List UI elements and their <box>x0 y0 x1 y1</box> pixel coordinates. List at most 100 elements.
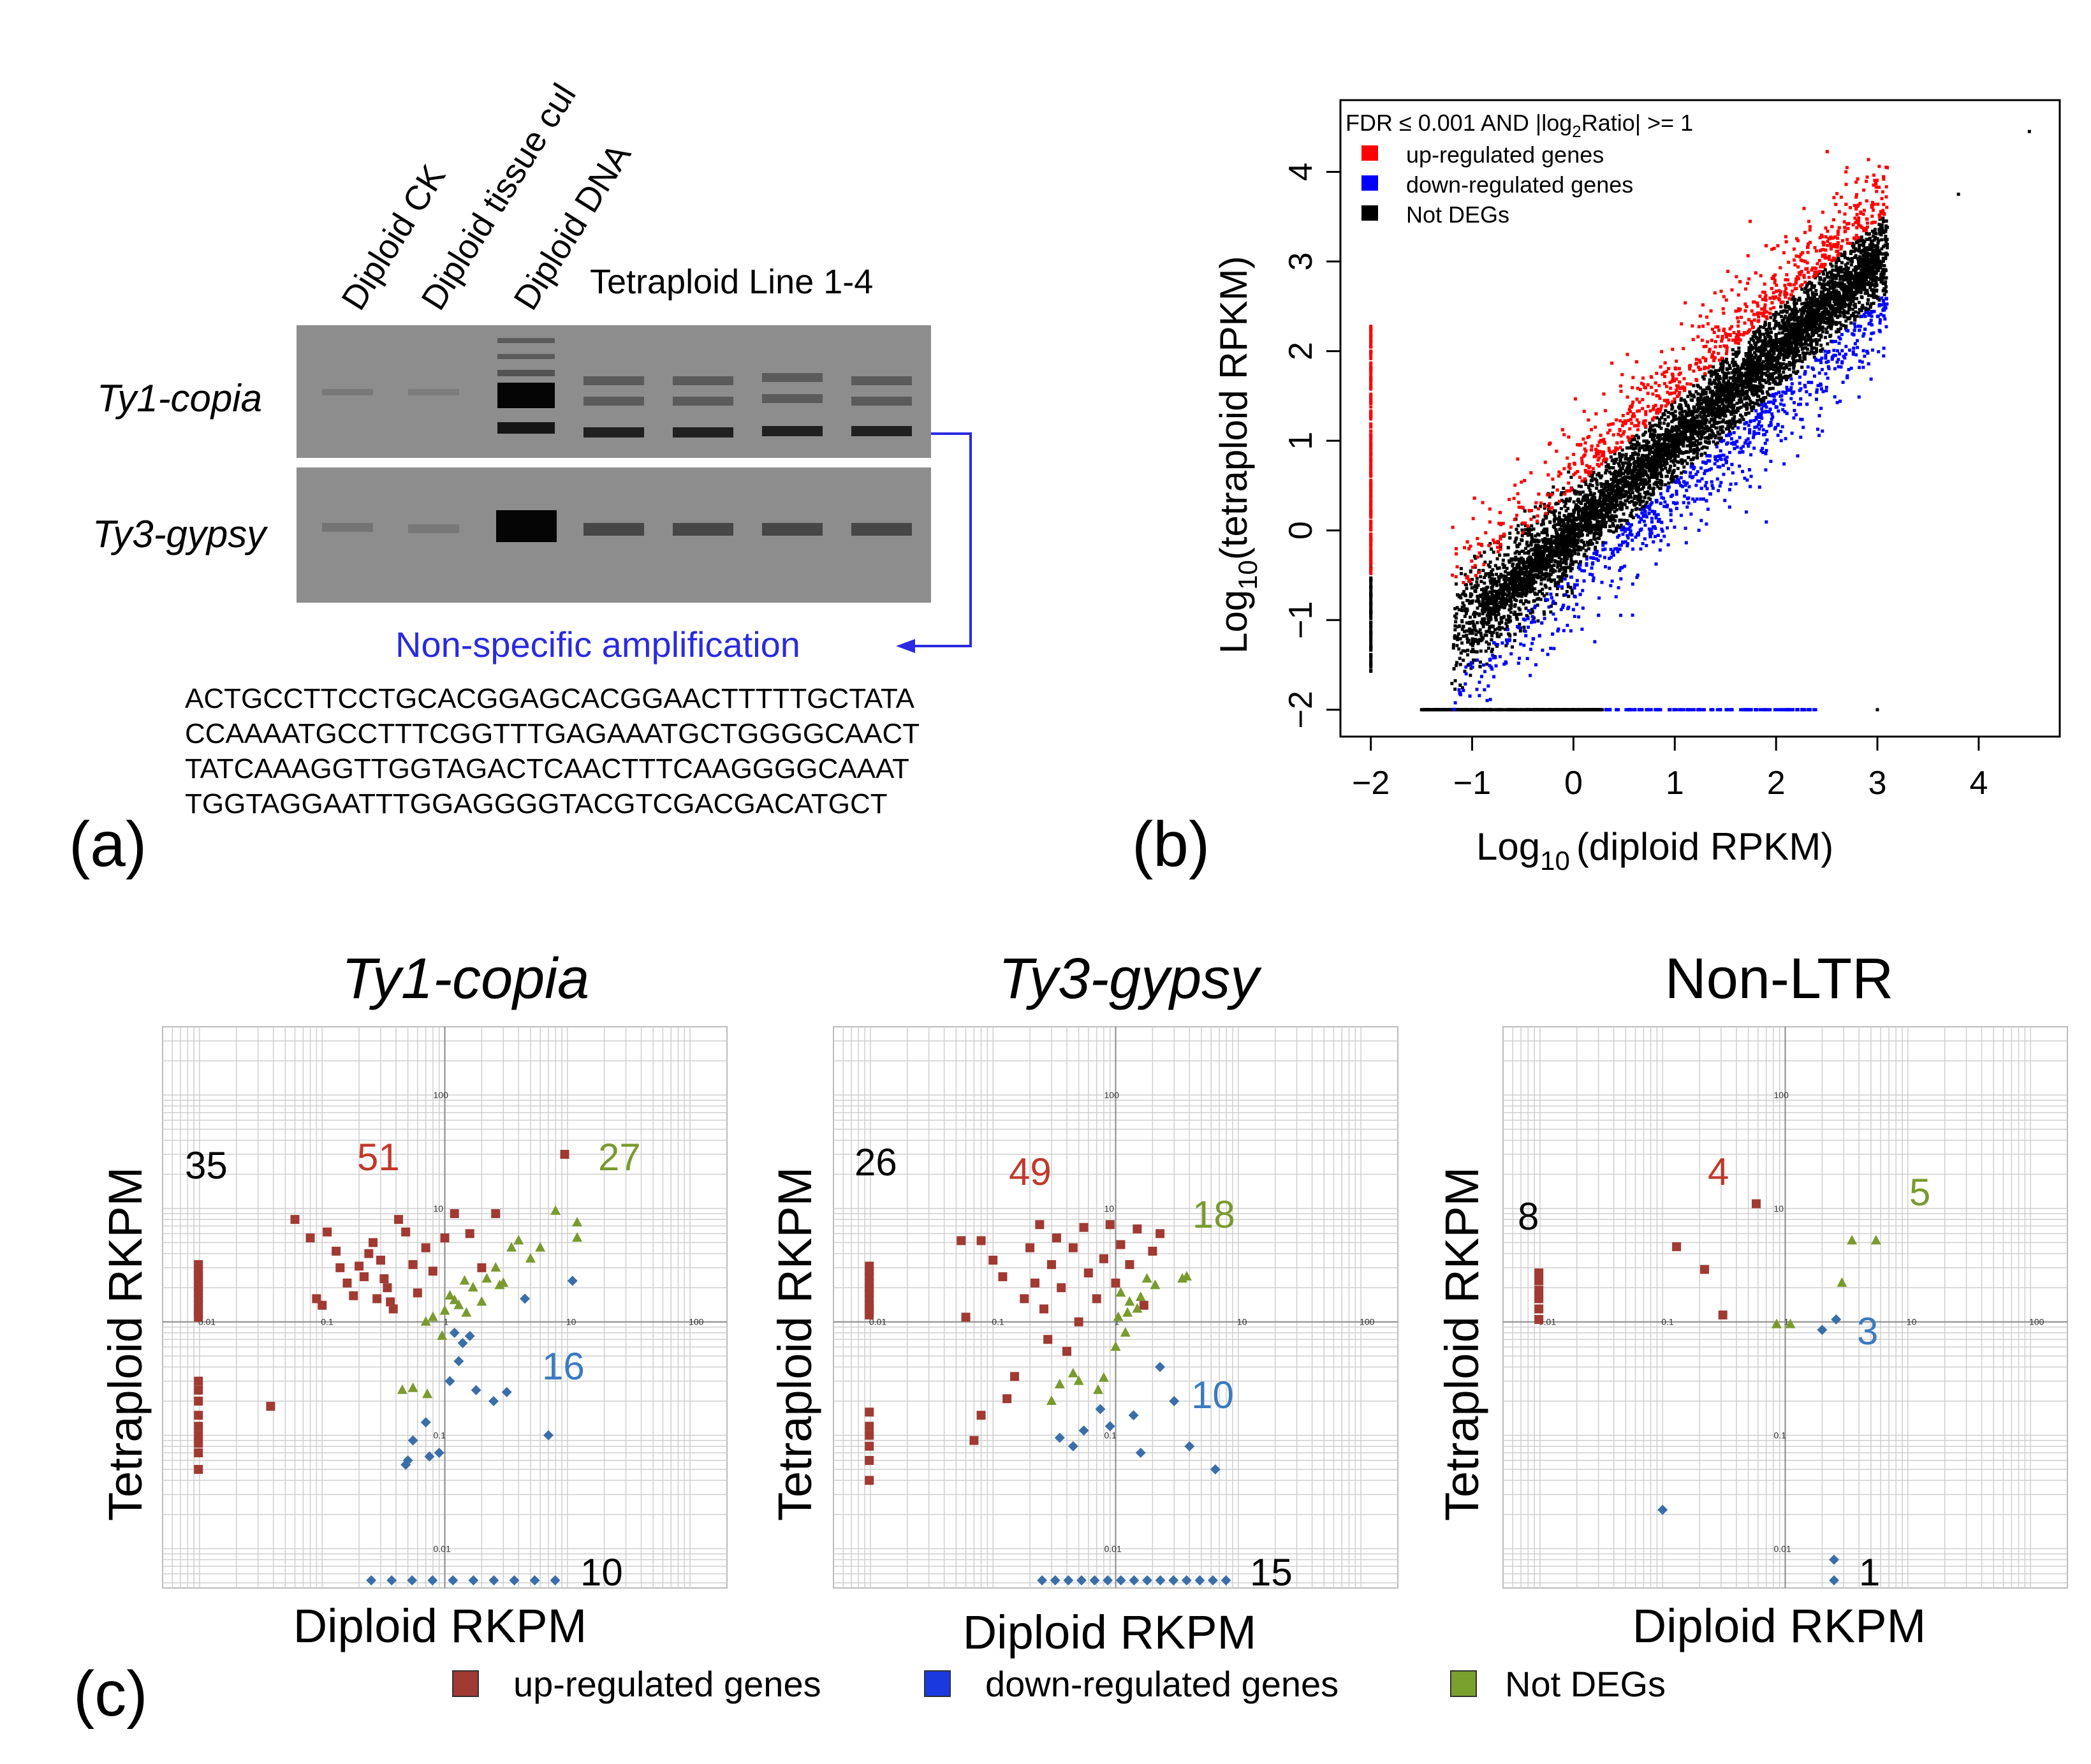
plot-b-point <box>1833 314 1837 318</box>
plot-b-point <box>1624 469 1627 473</box>
plot-b-point <box>1875 248 1879 252</box>
plot-b-point <box>1747 411 1751 415</box>
plot-b-point <box>1849 251 1853 255</box>
plot-b-point <box>1478 612 1481 616</box>
plot-b-point <box>1504 575 1508 578</box>
plot-b-point <box>1650 469 1654 473</box>
plot-b-point <box>1775 376 1779 380</box>
plot-b-point <box>1775 360 1779 364</box>
plot-b-point <box>1487 642 1491 646</box>
plot-b-point <box>1704 390 1708 394</box>
plot-b-point <box>1782 367 1786 371</box>
plot-b-point <box>1706 395 1710 399</box>
plot-b-point <box>1667 434 1671 438</box>
plot-b-point <box>1745 406 1749 410</box>
plot-b-point <box>1602 541 1606 545</box>
plot-b-point <box>1460 641 1464 645</box>
plot-b-point <box>1784 363 1788 367</box>
plot-b-point <box>1715 426 1719 430</box>
plot-b-point <box>1588 483 1592 487</box>
plot-b-point <box>1468 615 1472 619</box>
plot-b-point <box>1664 466 1668 470</box>
plot-b-point <box>1796 370 1800 374</box>
plot-b-point <box>1457 647 1461 651</box>
plot-b-point <box>1569 541 1573 545</box>
plot-b-point <box>1700 430 1704 434</box>
plot-b-point <box>1827 288 1831 291</box>
plot-b-point <box>1715 372 1719 376</box>
plot-b-point <box>1498 622 1502 626</box>
plot-b-point <box>1508 531 1512 535</box>
plot-b-point <box>1632 502 1636 506</box>
plot-b-point <box>1490 570 1493 573</box>
plot-b-point <box>1752 405 1756 409</box>
plot-b-point <box>1525 567 1529 571</box>
plot-b-point <box>1522 557 1525 561</box>
plot-b-point <box>1673 457 1677 461</box>
plot-b-point <box>1582 518 1586 522</box>
plot-b-point <box>1860 258 1864 261</box>
plot-b-point <box>1733 360 1737 364</box>
plot-b-point <box>1801 351 1805 355</box>
plot-b-point <box>1558 518 1562 522</box>
plot-b-point <box>1877 228 1881 232</box>
plot-b-point <box>1495 644 1499 648</box>
plot-b-point <box>1770 330 1773 334</box>
plot-b-point <box>1566 518 1570 522</box>
plot-b-point <box>1872 276 1875 279</box>
plot-b-point <box>1809 343 1813 347</box>
plot-b-point <box>1562 487 1566 490</box>
plot-b-point <box>1657 481 1661 485</box>
plot-b-point <box>1720 420 1724 423</box>
plot-b-point <box>1590 478 1594 482</box>
plot-b-point <box>1571 513 1575 517</box>
plot-b-point <box>1562 568 1566 571</box>
plot-b-point <box>1454 620 1458 624</box>
plot-b-point <box>1746 355 1750 359</box>
plot-b-point <box>1471 586 1474 590</box>
plot-b-point <box>1552 518 1556 522</box>
plot-b-point <box>1614 529 1618 533</box>
plot-b-point <box>1748 388 1752 392</box>
plot-b-point <box>1636 440 1640 444</box>
plot-b-point <box>1881 274 1885 278</box>
plot-b-point <box>1527 533 1531 536</box>
plot-b-point <box>1569 559 1573 563</box>
plot-b-point <box>1749 385 1753 388</box>
plot-b-point <box>1486 563 1490 567</box>
plot-b-point <box>1509 598 1513 601</box>
plot-b-point <box>1685 462 1689 466</box>
plot-b-point <box>1543 612 1546 616</box>
plot-b-point <box>1670 475 1674 479</box>
plot-b-point <box>1624 452 1628 456</box>
plot-b-point <box>1710 382 1713 386</box>
plot-b-point <box>1515 580 1519 584</box>
plot-b-point <box>1631 485 1634 489</box>
plot-b-point <box>1782 316 1786 320</box>
plot-b-point <box>1668 431 1671 435</box>
plot-b-point <box>1844 325 1848 328</box>
plot-b-point <box>1569 557 1573 561</box>
plot-b-point <box>1758 335 1762 339</box>
plot-b-point <box>1522 602 1525 606</box>
plot-b-point <box>1747 341 1751 344</box>
plot-b-point <box>1876 246 1880 249</box>
plot-b-point <box>1555 587 1559 591</box>
plot-b-point <box>1592 536 1596 540</box>
plot-b-point <box>1481 569 1485 573</box>
plot-b-point <box>1699 441 1703 445</box>
plot-b-point <box>1831 276 1835 280</box>
plot-b-point <box>1479 554 1483 558</box>
plot-b-point <box>1493 577 1497 581</box>
plot-b-point <box>1552 485 1555 489</box>
plot-b-point <box>1818 326 1822 330</box>
plot-b-point <box>1705 387 1709 391</box>
plot-b-point <box>1853 291 1856 295</box>
plot-b-point <box>1631 455 1635 459</box>
plot-b-point <box>1631 457 1635 461</box>
plot-b-point <box>1464 612 1468 615</box>
plot-b-point <box>1558 560 1562 564</box>
plot-b-point <box>1513 639 1516 643</box>
plot-b-point <box>1476 638 1479 642</box>
plot-b-point <box>1758 325 1762 329</box>
